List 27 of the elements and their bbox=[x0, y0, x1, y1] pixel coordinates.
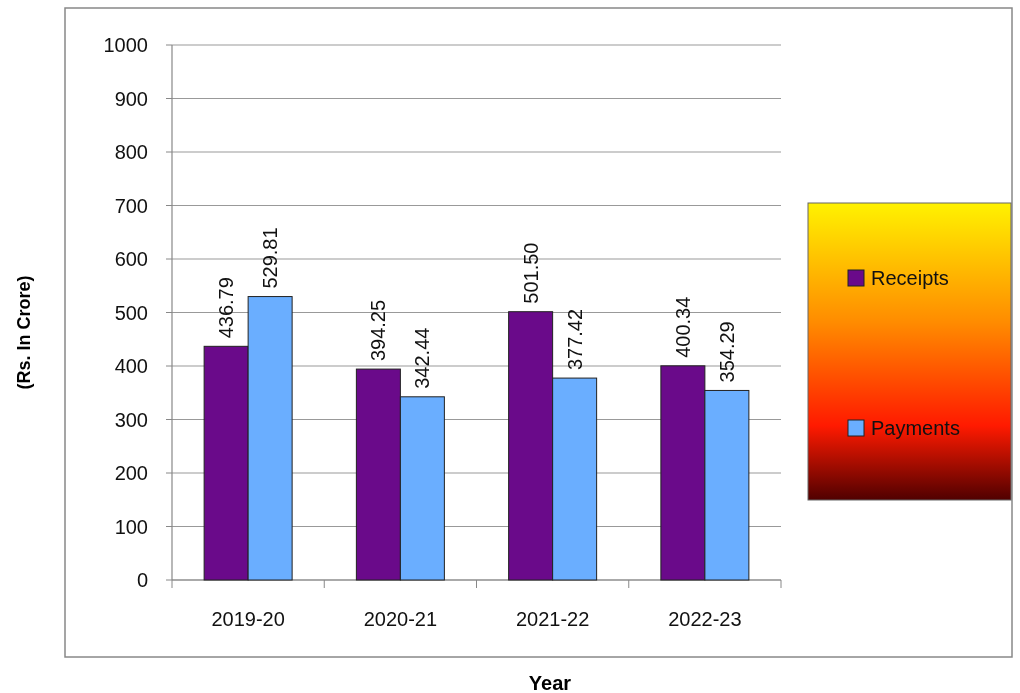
y-tick-label: 400 bbox=[114, 355, 148, 377]
y-tick-label: 900 bbox=[114, 87, 148, 110]
x-axis-title: Year bbox=[528, 672, 572, 693]
y-tick-label: 1000 bbox=[103, 34, 148, 56]
x-tick-label: 2022-23 bbox=[668, 608, 742, 630]
data-label: 501.50 bbox=[519, 242, 542, 304]
y-tick-label: 500 bbox=[114, 301, 148, 324]
y-tick-label: 800 bbox=[114, 141, 148, 163]
x-tick-label: 2019-20 bbox=[211, 608, 285, 630]
y-tick-label: 200 bbox=[114, 462, 148, 484]
y-tick-label: 0 bbox=[136, 569, 148, 591]
data-label: 400.34 bbox=[671, 296, 694, 358]
x-tick-label: 2020-21 bbox=[363, 608, 438, 630]
legend-label: Payments bbox=[871, 417, 960, 439]
legend-label: Receipts bbox=[871, 267, 949, 289]
y-tick-label: 100 bbox=[114, 515, 148, 538]
data-label: 529.81 bbox=[259, 227, 282, 289]
y-tick-label: 300 bbox=[114, 408, 148, 431]
data-label: 436.79 bbox=[215, 277, 238, 339]
data-label: 394.25 bbox=[367, 299, 390, 362]
y-axis-title: (Rs. In Crore) bbox=[14, 275, 34, 390]
data-label: 342.44 bbox=[411, 327, 434, 389]
data-label: 354.29 bbox=[715, 321, 738, 383]
data-label: 377.42 bbox=[563, 308, 586, 371]
y-tick-label: 600 bbox=[114, 248, 148, 270]
y-tick-label: 700 bbox=[114, 194, 148, 217]
x-tick-label: 2021-22 bbox=[515, 608, 590, 630]
